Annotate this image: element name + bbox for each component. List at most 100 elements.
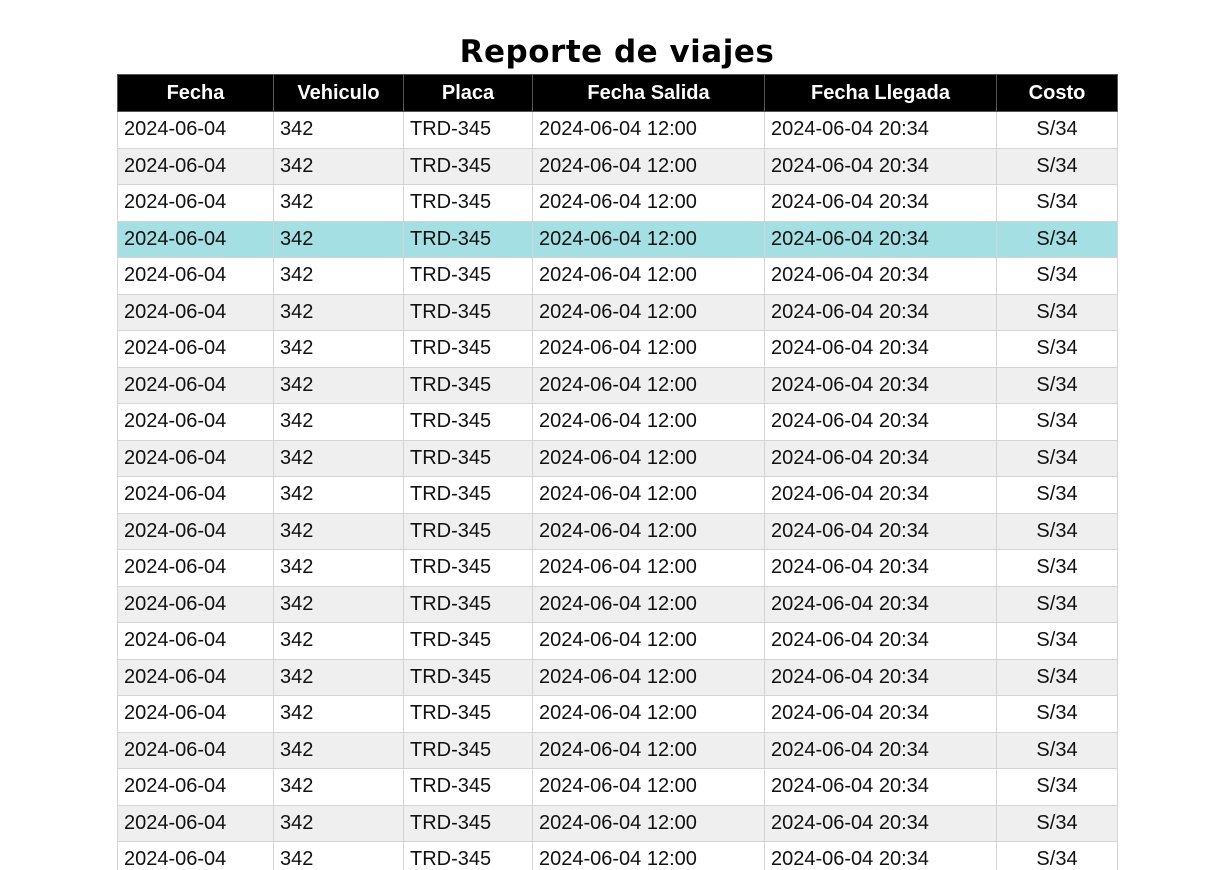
cell-placa: TRD-345 [403, 841, 533, 870]
table-row[interactable]: 2024-06-04 342 TRD-345 2024-06-04 12:00 2024… [117, 622, 1118, 660]
table-row[interactable]: 2024-06-04 342 TRD-345 2024-06-04 12:00 2024… [117, 184, 1118, 222]
cell-fecha-salida: 2024-06-04 12:00 [532, 184, 765, 222]
cell-costo: S/34 [996, 731, 1118, 769]
cell-placa: TRD-345 [403, 366, 533, 404]
table-row[interactable]: 2024-06-04 342 TRD-345 2024-06-04 12:00 2024… [117, 439, 1118, 477]
cell-costo: S/34 [996, 403, 1118, 441]
column-header-fecha-llegada[interactable]: Fecha Llegada [764, 74, 997, 112]
table-row[interactable]: 2024-06-04 342 TRD-345 2024-06-04 12:00 2024… [117, 549, 1118, 587]
cell-fecha: 2024-06-04 [117, 366, 274, 404]
cell-vehiculo: 342 [273, 585, 404, 623]
cell-fecha: 2024-06-04 [117, 111, 274, 149]
cell-fecha-llegada: 2024-06-04 20:34 [764, 111, 997, 149]
cell-fecha-salida: 2024-06-04 12:00 [532, 622, 765, 660]
cell-costo: S/34 [996, 658, 1118, 696]
cell-fecha: 2024-06-04 [117, 622, 274, 660]
cell-placa: TRD-345 [403, 622, 533, 660]
table-row[interactable]: 2024-06-04 342 TRD-345 2024-06-04 12:00 2024… [117, 841, 1118, 870]
cell-costo: S/34 [996, 366, 1118, 404]
cell-fecha: 2024-06-04 [117, 476, 274, 514]
cell-costo: S/34 [996, 512, 1118, 550]
cell-fecha-salida: 2024-06-04 12:00 [532, 220, 765, 258]
cell-fecha-salida: 2024-06-04 12:00 [532, 403, 765, 441]
cell-fecha-salida: 2024-06-04 12:00 [532, 439, 765, 477]
table-row[interactable]: 2024-06-04 342 TRD-345 2024-06-04 12:00 2024… [117, 585, 1118, 623]
cell-fecha-llegada: 2024-06-04 20:34 [764, 804, 997, 842]
table-row[interactable]: 2024-06-04 342 TRD-345 2024-06-04 12:00 2024… [117, 403, 1118, 441]
cell-fecha: 2024-06-04 [117, 184, 274, 222]
cell-fecha-salida: 2024-06-04 12:00 [532, 585, 765, 623]
cell-fecha-llegada: 2024-06-04 20:34 [764, 768, 997, 806]
table-row[interactable]: 2024-06-04 342 TRD-345 2024-06-04 12:00 2024… [117, 731, 1118, 769]
column-header-placa[interactable]: Placa [403, 74, 533, 112]
cell-costo: S/34 [996, 330, 1118, 368]
table-row[interactable]: 2024-06-04 342 TRD-345 2024-06-04 12:00 2024… [117, 366, 1118, 404]
cell-fecha-llegada: 2024-06-04 20:34 [764, 695, 997, 733]
cell-fecha-llegada: 2024-06-04 20:34 [764, 366, 997, 404]
cell-fecha-llegada: 2024-06-04 20:34 [764, 184, 997, 222]
cell-fecha-llegada: 2024-06-04 20:34 [764, 841, 997, 870]
table-row[interactable]: 2024-06-04 342 TRD-345 2024-06-04 12:00 2024… [117, 147, 1118, 185]
cell-costo: S/34 [996, 111, 1118, 149]
table-row[interactable]: 2024-06-04 342 TRD-345 2024-06-04 12:00 2024… [117, 658, 1118, 696]
table-row[interactable]: 2024-06-04 342 TRD-345 2024-06-04 12:00 2024… [117, 111, 1118, 149]
trips-table: Fecha Vehiculo Placa Fecha Salida Fecha … [117, 74, 1118, 870]
cell-vehiculo: 342 [273, 257, 404, 295]
cell-vehiculo: 342 [273, 220, 404, 258]
cell-costo: S/34 [996, 293, 1118, 331]
cell-costo: S/34 [996, 768, 1118, 806]
cell-fecha: 2024-06-04 [117, 330, 274, 368]
table-row[interactable]: 2024-06-04 342 TRD-345 2024-06-04 12:00 2024… [117, 512, 1118, 550]
cell-fecha-salida: 2024-06-04 12:00 [532, 257, 765, 295]
table-row[interactable]: 2024-06-04 342 TRD-345 2024-06-04 12:00 2024… [117, 768, 1118, 806]
cell-placa: TRD-345 [403, 731, 533, 769]
cell-fecha-salida: 2024-06-04 12:00 [532, 512, 765, 550]
cell-fecha-salida: 2024-06-04 12:00 [532, 330, 765, 368]
table-row[interactable]: 2024-06-04 342 TRD-345 2024-06-04 12:00 2024… [117, 476, 1118, 514]
cell-vehiculo: 342 [273, 804, 404, 842]
column-header-vehiculo[interactable]: Vehiculo [273, 74, 404, 112]
cell-fecha: 2024-06-04 [117, 658, 274, 696]
cell-fecha-salida: 2024-06-04 12:00 [532, 804, 765, 842]
cell-vehiculo: 342 [273, 184, 404, 222]
table-row[interactable]: 2024-06-04 342 TRD-345 2024-06-04 12:00 2024… [117, 220, 1118, 258]
column-header-fecha-salida[interactable]: Fecha Salida [532, 74, 765, 112]
cell-vehiculo: 342 [273, 330, 404, 368]
cell-vehiculo: 342 [273, 439, 404, 477]
cell-fecha-salida: 2024-06-04 12:00 [532, 476, 765, 514]
table-row[interactable]: 2024-06-04 342 TRD-345 2024-06-04 12:00 2024… [117, 330, 1118, 368]
cell-placa: TRD-345 [403, 330, 533, 368]
cell-vehiculo: 342 [273, 768, 404, 806]
cell-fecha-salida: 2024-06-04 12:00 [532, 293, 765, 331]
table-row[interactable]: 2024-06-04 342 TRD-345 2024-06-04 12:00 2024… [117, 695, 1118, 733]
cell-placa: TRD-345 [403, 111, 533, 149]
cell-placa: TRD-345 [403, 585, 533, 623]
cell-fecha-llegada: 2024-06-04 20:34 [764, 549, 997, 587]
cell-fecha-salida: 2024-06-04 12:00 [532, 841, 765, 870]
cell-vehiculo: 342 [273, 841, 404, 870]
table-row[interactable]: 2024-06-04 342 TRD-345 2024-06-04 12:00 2024… [117, 257, 1118, 295]
table-row[interactable]: 2024-06-04 342 TRD-345 2024-06-04 12:00 2024… [117, 804, 1118, 842]
cell-fecha-salida: 2024-06-04 12:00 [532, 366, 765, 404]
cell-fecha-llegada: 2024-06-04 20:34 [764, 476, 997, 514]
cell-vehiculo: 342 [273, 512, 404, 550]
cell-vehiculo: 342 [273, 111, 404, 149]
cell-costo: S/34 [996, 184, 1118, 222]
cell-vehiculo: 342 [273, 549, 404, 587]
cell-costo: S/34 [996, 476, 1118, 514]
cell-fecha: 2024-06-04 [117, 403, 274, 441]
cell-costo: S/34 [996, 549, 1118, 587]
column-header-fecha[interactable]: Fecha [117, 74, 274, 112]
cell-placa: TRD-345 [403, 549, 533, 587]
cell-fecha: 2024-06-04 [117, 695, 274, 733]
cell-fecha-llegada: 2024-06-04 20:34 [764, 257, 997, 295]
cell-fecha-llegada: 2024-06-04 20:34 [764, 731, 997, 769]
column-header-costo[interactable]: Costo [996, 74, 1118, 112]
cell-placa: TRD-345 [403, 768, 533, 806]
cell-vehiculo: 342 [273, 147, 404, 185]
table-row[interactable]: 2024-06-04 342 TRD-345 2024-06-04 12:00 2024… [117, 293, 1118, 331]
cell-fecha-salida: 2024-06-04 12:00 [532, 549, 765, 587]
table-header-row: Fecha Vehiculo Placa Fecha Salida Fecha … [117, 74, 1118, 112]
cell-placa: TRD-345 [403, 439, 533, 477]
